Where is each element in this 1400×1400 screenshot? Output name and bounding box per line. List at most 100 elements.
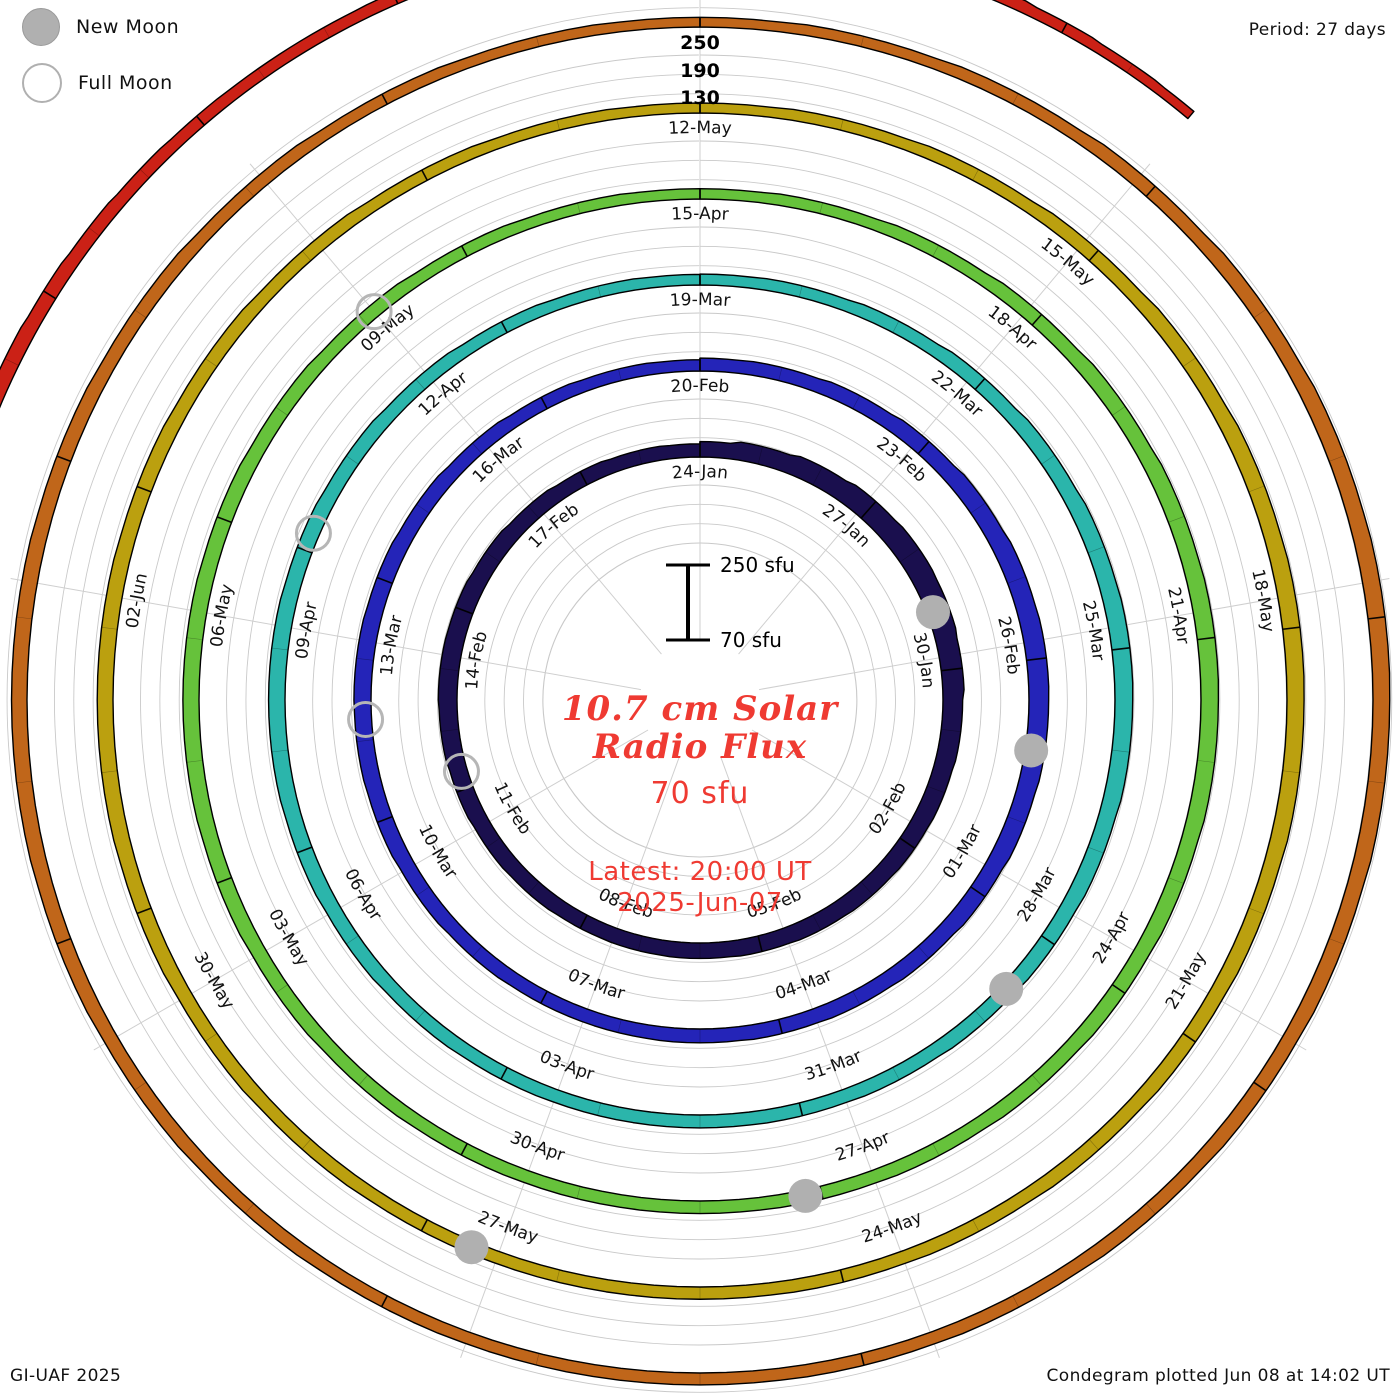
day-tick <box>860 36 864 47</box>
date-label: 20-Feb <box>670 376 730 397</box>
day-tick <box>416 504 430 514</box>
day-tick <box>970 502 986 514</box>
legend-label-new-moon: New Moon <box>76 16 180 38</box>
day-tick <box>1088 249 1100 262</box>
day-tick <box>932 245 939 257</box>
day-tick <box>1329 938 1345 945</box>
day-tick <box>1111 983 1126 995</box>
day-tick <box>812 466 823 485</box>
day-tick <box>1182 1032 1197 1043</box>
day-tick <box>301 250 311 261</box>
day-tick <box>88 227 100 237</box>
day-tick <box>970 886 986 898</box>
date-label: 02-Jun <box>123 571 152 629</box>
grid-arc <box>178 179 1221 1221</box>
day-tick <box>356 739 374 742</box>
scalebar-label-bottom: 70 sfu <box>720 628 782 652</box>
day-tick <box>56 455 72 463</box>
day-tick <box>1012 93 1019 105</box>
grid-arc <box>350 351 1049 1049</box>
day-tick <box>301 1139 311 1150</box>
day-tick <box>799 285 803 298</box>
day-tick <box>860 500 877 519</box>
date-label: 06-Apr <box>340 866 385 925</box>
date-label: 19-Mar <box>669 290 731 311</box>
date-label: 24-May <box>860 1207 926 1247</box>
day-tick <box>638 450 643 465</box>
date-label: 26-Feb <box>993 614 1023 675</box>
day-tick <box>899 548 920 563</box>
day-tick <box>1031 1074 1043 1087</box>
day-tick <box>798 1102 804 1116</box>
day-tick <box>358 1074 369 1086</box>
scalebar-label-top: 250 sfu <box>720 553 795 577</box>
date-label: 09-Apr <box>292 600 322 660</box>
date-label: 25-Mar <box>1078 599 1108 662</box>
day-tick <box>16 616 32 620</box>
new-moon-marker <box>915 595 950 630</box>
grid-arc <box>245 245 1154 1155</box>
center-latest-date: 2025-Jun-07 <box>617 888 783 919</box>
day-tick <box>186 637 203 640</box>
full-moon-marker <box>442 752 480 790</box>
day-tick <box>485 551 501 563</box>
day-tick <box>972 169 979 181</box>
day-tick <box>597 1102 601 1116</box>
radial-axis-ticks: 250 190 130 <box>680 30 720 113</box>
day-tick <box>1253 1081 1267 1092</box>
day-tick <box>1282 770 1300 774</box>
grid-arc <box>417 417 982 983</box>
day-tick <box>455 606 474 615</box>
new-moon-marker <box>454 1230 489 1265</box>
period-label: Period: 27 days <box>1248 20 1386 40</box>
day-tick <box>56 937 72 945</box>
day-tick <box>440 668 459 672</box>
day-tick <box>380 1295 388 1308</box>
day-tick <box>134 309 147 318</box>
day-tick <box>346 935 359 945</box>
day-tick <box>540 396 548 410</box>
day-tick <box>1368 780 1385 784</box>
day-tick <box>16 780 32 784</box>
day-tick <box>1253 308 1267 318</box>
day-tick <box>1041 454 1055 465</box>
date-label: 04-Mar <box>773 965 835 1004</box>
day-tick <box>1007 576 1026 584</box>
full-moon-marker <box>355 293 393 331</box>
grid-arc <box>159 159 1240 1241</box>
day-tick <box>136 485 152 493</box>
grid-arc <box>523 523 877 877</box>
day-tick <box>1111 647 1130 651</box>
day-tick <box>275 406 288 416</box>
day-tick <box>1089 1139 1099 1151</box>
day-tick <box>205 358 218 367</box>
day-tick <box>1168 877 1184 884</box>
day-tick <box>500 1067 508 1080</box>
day-tick <box>1197 760 1215 763</box>
day-tick <box>271 749 289 753</box>
day-tick <box>637 935 643 951</box>
day-tick <box>216 516 232 524</box>
grid-arc <box>73 73 1326 1327</box>
day-tick <box>757 935 763 952</box>
day-tick <box>323 27 330 38</box>
day-tick <box>1197 636 1216 641</box>
center-title-line2: Radio Flux <box>592 727 808 768</box>
day-tick <box>43 290 57 300</box>
day-tick <box>852 991 861 1005</box>
day-tick <box>101 770 118 773</box>
day-tick <box>245 186 254 197</box>
grid-arc <box>503 503 896 897</box>
day-tick <box>941 667 963 672</box>
day-tick <box>932 1143 940 1156</box>
day-tick <box>1031 313 1043 326</box>
day-tick <box>415 379 426 390</box>
day-tick <box>1145 185 1156 197</box>
day-tick <box>556 1269 560 1282</box>
day-tick <box>1282 626 1301 631</box>
day-tick <box>101 627 118 630</box>
day-tick <box>1007 816 1026 824</box>
day-tick <box>576 1186 581 1199</box>
date-label: 12-May <box>668 118 732 139</box>
center-current-value: 70 sfu <box>650 776 750 812</box>
